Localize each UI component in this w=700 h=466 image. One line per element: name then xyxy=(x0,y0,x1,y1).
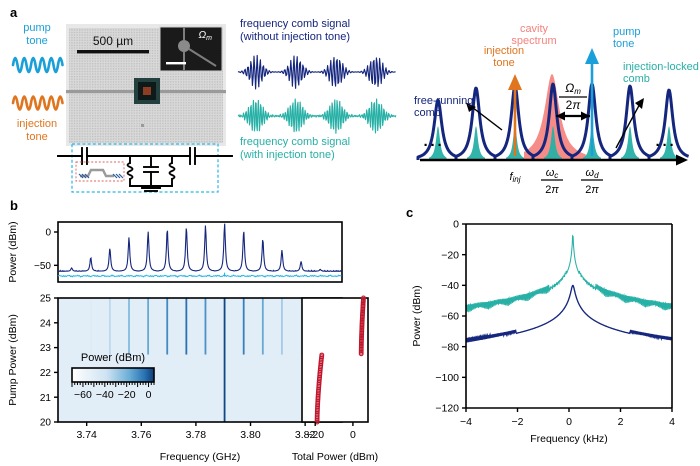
scale-bar-label: 500 µm xyxy=(93,34,133,48)
colorbar-title: Power (dBm) xyxy=(81,352,145,364)
panel-b-heatmap-ylabel: Pump Power (dBm) xyxy=(7,314,19,406)
panel-c-ytick: −100 xyxy=(435,372,459,384)
panel-b-heatmap-xtick: 3.76 xyxy=(131,429,152,441)
panel-a-letter: a xyxy=(10,5,18,20)
comb-without-injection-line2: (without injection tone) xyxy=(240,30,351,43)
free-running-comb-line1: free-running xyxy=(414,95,473,107)
injection-tone-label-line2: tone xyxy=(26,130,48,143)
panel-c-xtick: 2 xyxy=(618,416,624,428)
schematic-pump-tone-line2: tone xyxy=(613,38,634,50)
panel-b-heatmap-chart: 25 24 23 22 21 20 3.74 3.76 3.78 3.80 3.82 Pump P… xyxy=(7,294,343,463)
panel-b-spectrum-ytick: −50 xyxy=(34,261,51,272)
comb-without-injection-label: frequency comb signal (without injection… xyxy=(240,18,350,43)
injection-tone-label-line1: injection xyxy=(16,118,58,130)
comb-with-injection-waveform xyxy=(237,98,397,134)
panel-b-letter: b xyxy=(10,198,18,213)
panel-b-heatmap-ytick: 25 xyxy=(40,294,52,305)
injection-tone-wave-icon xyxy=(11,95,64,111)
ellipsis-left: ··· xyxy=(424,137,445,154)
pump-tone-label: pump tone xyxy=(14,22,60,47)
omega-m-denominator: 2π xyxy=(566,98,582,112)
omega-c-denominator: 2π xyxy=(545,184,559,196)
panel-b-totalpower-xtick: −20 xyxy=(306,429,324,441)
panel-c-ytick: −60 xyxy=(441,311,459,323)
panel-c-ytick: −20 xyxy=(441,249,459,261)
panel-b-heatmap-ytick: 21 xyxy=(40,393,52,404)
colorbar-tick: −60 xyxy=(74,389,92,401)
panel-b-heatmap-xtick: 3.74 xyxy=(76,429,97,441)
panel-b-heatmap-xlabel: Frequency (GHz) xyxy=(160,451,241,463)
colorbar-tick: −40 xyxy=(96,389,114,401)
ellipsis-right: ··· xyxy=(656,137,677,154)
panel-b-heatmap-xtick: 3.80 xyxy=(240,429,261,441)
cavity-spectrum-label-line1: cavity xyxy=(520,23,549,35)
cavity-spectrum-label-line2: spectrum xyxy=(511,35,556,47)
panel-c-xtick: 4 xyxy=(669,416,675,428)
panel-c-xlabel: Frequency (kHz) xyxy=(530,433,608,445)
free-running-comb-line2: comb xyxy=(414,107,441,119)
panel-b-heatmap-xtick: 3.78 xyxy=(186,429,207,441)
pump-tone-label-line1: pump xyxy=(23,22,51,34)
omega-d-numerator: ωd xyxy=(585,167,599,180)
injection-locked-comb-line2: comb xyxy=(623,73,650,85)
colorbar-tick: 0 xyxy=(146,389,152,401)
injection-locked-comb-line1: injection-locked xyxy=(623,61,699,73)
f-inj-label: finj xyxy=(509,171,520,184)
panel-c-xtick: −2 xyxy=(512,416,524,428)
pump-tone-label-line2: tone xyxy=(26,34,48,47)
comb-with-injection-line1: frequency comb signal xyxy=(240,136,351,148)
panel-b-totalpower-xtick: 0 xyxy=(350,429,356,441)
comb-with-injection-label: frequency comb signal (with injection to… xyxy=(240,136,350,161)
panel-c-chart: 0−20−40−60−80−100−120 −4 −2 0 2 4 Power (dBm… xyxy=(411,219,675,445)
panel-b-heatmap-ytick: 20 xyxy=(40,418,52,429)
panel-c-ytick: −120 xyxy=(435,403,459,415)
panel-c-ytick: −80 xyxy=(441,341,459,353)
panel-b-heatmap-ytick: 23 xyxy=(40,343,52,354)
panel-c-xtick: −4 xyxy=(460,416,472,428)
omega-c-numerator: ωc xyxy=(546,167,559,180)
comb-with-injection-line2: (with injection tone) xyxy=(240,148,335,161)
panel-b-spectrum-ytick: 0 xyxy=(45,228,51,239)
comb-without-injection-line1: frequency comb signal xyxy=(240,18,351,30)
panel-c-xtick: 0 xyxy=(566,416,572,428)
device-micrograph: 500 µm Ωm xyxy=(66,24,226,146)
schematic-injection-tone-line2: tone xyxy=(493,57,514,69)
panel-b-heatmap-ytick: 24 xyxy=(40,318,52,329)
injection-tone-label: injection tone xyxy=(8,118,66,143)
panel-c-ylabel: Power (dBm) xyxy=(411,285,423,346)
panel-b-heatmap-ytick: 22 xyxy=(40,368,52,379)
panel-b-spectrum-ylabel: Power (dBm) xyxy=(7,221,19,282)
panel-b-totalpower-xlabel: Total Power (dBm) xyxy=(292,451,378,463)
panel-b-heatmap-xtick: 3.82 xyxy=(295,429,316,441)
panel-c-letter: c xyxy=(406,205,414,220)
schematic-pump-tone-line1: pump xyxy=(613,26,641,38)
schematic-injection-tone-line1: injection xyxy=(484,45,524,57)
omega-d-denominator: 2π xyxy=(585,184,599,196)
comb-schematic-diagram: cavity spectrum injection tone pump tone… xyxy=(414,23,699,196)
panel-b-totalpower-chart: −20 0 Total Power (dBm) xyxy=(292,295,378,463)
comb-without-injection-waveform xyxy=(237,54,396,90)
panel-c-ytick: 0 xyxy=(453,219,459,231)
panel-c-ytick: −40 xyxy=(441,280,459,292)
colorbar-tick: −20 xyxy=(118,389,136,401)
pump-tone-wave-icon xyxy=(11,56,64,74)
omega-m-numerator: Ωm xyxy=(565,81,581,96)
panel-b-spectrum-chart: 0 −50 Power (dBm) xyxy=(7,221,343,283)
circuit-schematic xyxy=(57,143,233,193)
